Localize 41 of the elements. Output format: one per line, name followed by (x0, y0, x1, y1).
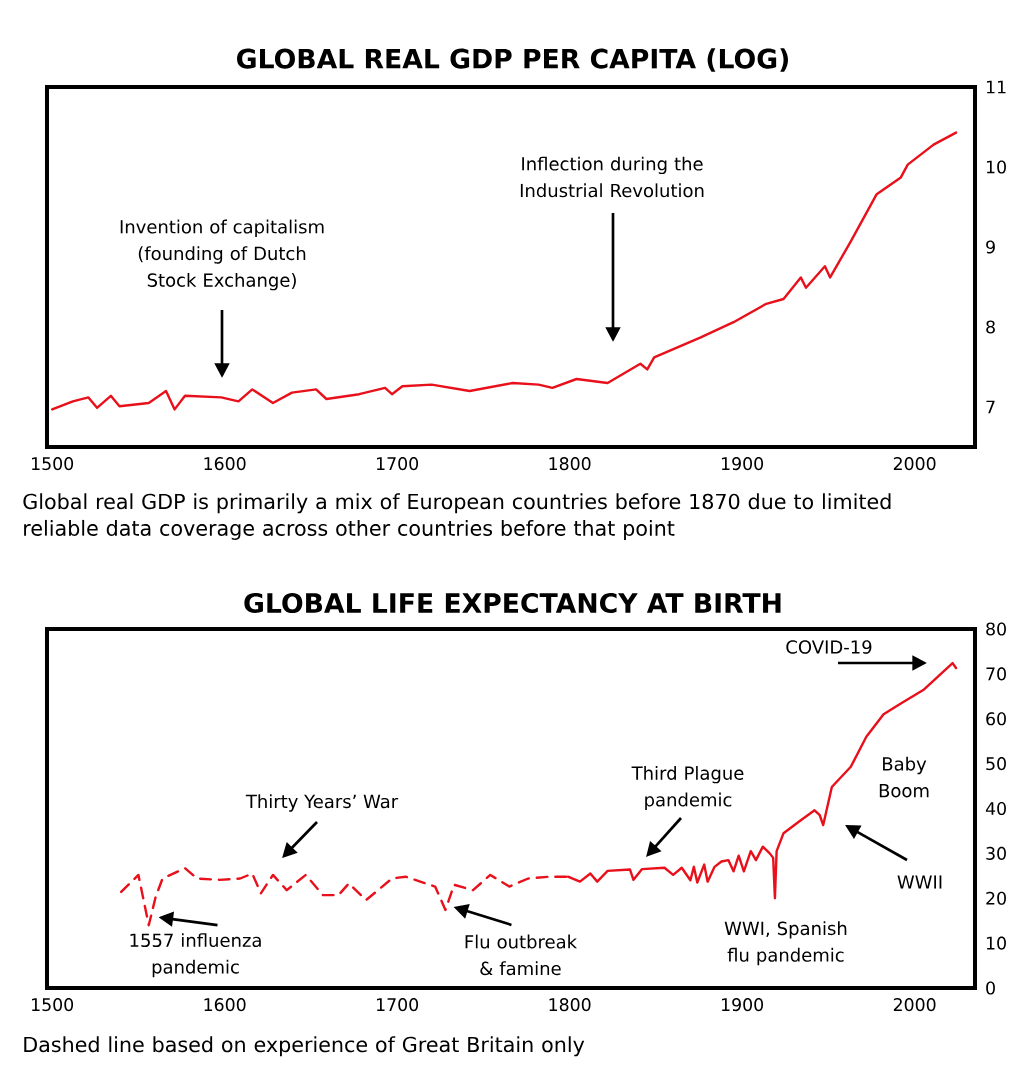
x-tick-label: 2000 (893, 457, 936, 471)
y-tick-label: 60 (986, 712, 1006, 726)
x-tick-label: 1600 (204, 998, 246, 1012)
text: Global real GDP is primarily a mix of European countries before 1870 due to limited reliable data coverage across other countries before that point (23, 493, 891, 540)
x-tick-label: 1500 (32, 998, 74, 1012)
y-tick-label: 40 (985, 801, 1006, 816)
text: Dashed line based on experience of Great Britain only (24, 1036, 585, 1057)
y-tick-label: 70 (986, 667, 1006, 681)
x-tick-label: 1700 (377, 998, 419, 1012)
x-tick-label: 1800 (549, 457, 591, 471)
x-tick-label: 1500 (32, 457, 74, 471)
x-tick-label: 1600 (204, 457, 246, 471)
annotation: WWII (897, 875, 942, 889)
y-tick-label: 7 (986, 400, 995, 414)
annotation: 1557 influenza pandemic (130, 933, 261, 978)
line-series (50, 131, 958, 411)
annotation: COVID-19 (786, 640, 872, 654)
y-tick-label: 10 (986, 936, 1006, 950)
annotation: Baby Boom (879, 756, 929, 798)
y-tick-label: 10 (986, 160, 1006, 174)
chart-title: GLOBAL REAL GDP PER CAPITA (LOG) (237, 48, 788, 72)
annotation: Invention of capitalism (founding of Dutch Stock Exchange) (120, 219, 324, 291)
y-tick-label: 0 (986, 981, 995, 995)
annotation: Third Plague pandemic (631, 765, 744, 811)
x-tick-label: 1900 (721, 998, 764, 1012)
y-tick-label: 9 (986, 240, 995, 254)
annotation: Inflection during the Industrial Revolution (520, 156, 704, 198)
x-tick-label: 1800 (549, 998, 591, 1012)
annotation: Flu outbreak & famine (465, 934, 578, 976)
y-tick-label: 80 (986, 622, 1006, 636)
y-tick-label: 8 (986, 320, 995, 334)
x-tick-label: 2000 (893, 998, 936, 1012)
y-tick-label: 30 (986, 846, 1006, 860)
annotation: Thirty Years’ War (245, 794, 399, 812)
x-tick-label: 1900 (721, 457, 764, 471)
y-tick-label: 20 (986, 891, 1006, 905)
chart-title: GLOBAL LIFE EXPECTANCY AT BIRTH (244, 592, 781, 614)
annotation: WWI, Spanish flu pandemic (724, 921, 847, 966)
y-tick-label: 11 (986, 80, 1006, 94)
y-tick-label: 50 (986, 757, 1006, 771)
x-tick-label: 1700 (377, 457, 419, 471)
